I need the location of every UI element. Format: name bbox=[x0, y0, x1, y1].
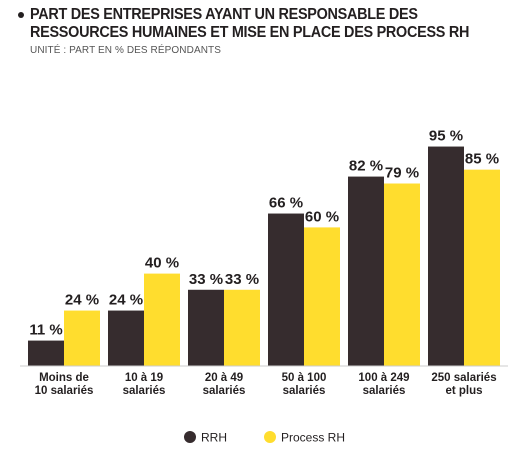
value-label-process-rh-1: 40 % bbox=[145, 255, 179, 272]
bar-process-rh-1 bbox=[144, 273, 180, 366]
bar-process-rh-4 bbox=[384, 183, 420, 366]
bar-process-rh-3 bbox=[304, 227, 340, 366]
legend-label-process-rh: Process RH bbox=[281, 431, 345, 445]
chart-title: PART DES ENTREPRISES AYANT UN RESPONSABL… bbox=[30, 6, 470, 41]
category-label-0-line-0: Moins de bbox=[39, 372, 89, 384]
bar-rrh-5 bbox=[428, 146, 464, 366]
bar-process-rh-5 bbox=[464, 169, 500, 366]
category-label-4-line-0: 100 à 249 bbox=[358, 372, 409, 384]
chart-subtitle: UNITÉ : PART EN % DES RÉPONDANTS bbox=[30, 45, 222, 56]
category-label-5-line-0: 250 salariés bbox=[431, 372, 496, 384]
category-label-5-line-1: et plus bbox=[445, 385, 482, 397]
bar-process-rh-0 bbox=[64, 310, 100, 366]
value-label-rrh-5: 95 % bbox=[429, 128, 463, 145]
bar-rrh-0 bbox=[28, 340, 64, 366]
bar-rrh-3 bbox=[268, 213, 304, 366]
bars-layer bbox=[28, 146, 500, 366]
category-label-3-line-1: salariés bbox=[283, 385, 326, 397]
category-label-1-line-1: salariés bbox=[123, 385, 166, 397]
category-label-2-line-1: salariés bbox=[203, 385, 246, 397]
value-labels: 11 %24 % 24 %40 %33 % 33 %66 %60 %82 % 79 %… bbox=[29, 128, 499, 339]
legend-swatch-process-rh bbox=[264, 431, 276, 443]
value-label-rrh-2: 33 % bbox=[189, 271, 223, 288]
bar-process-rh-2 bbox=[224, 289, 260, 366]
value-label-process-rh-4: 79 % bbox=[385, 165, 419, 182]
legend-label-rrh: RRH bbox=[201, 431, 227, 445]
value-label-rrh-1: 24 % bbox=[109, 292, 143, 309]
category-label-0-line-1: 10 salariés bbox=[35, 385, 94, 397]
bar-rrh-4 bbox=[348, 176, 384, 366]
category-label-4-line-1: salariés bbox=[363, 385, 406, 397]
title-bullet-icon bbox=[18, 12, 24, 18]
category-label-2-line-0: 20 à 49 bbox=[205, 372, 243, 384]
value-label-rrh-0: 11 % bbox=[29, 322, 62, 339]
value-label-process-rh-5: 85 % bbox=[465, 151, 499, 168]
value-label-process-rh-3: 60 % bbox=[305, 208, 339, 225]
category-label-3-line-0: 50 à 100 bbox=[282, 372, 327, 384]
value-label-rrh-3: 66 % bbox=[269, 195, 303, 212]
value-label-process-rh-0: 24 % bbox=[65, 292, 99, 309]
bar-rrh-1 bbox=[108, 310, 144, 366]
bar-rrh-2 bbox=[188, 289, 224, 366]
category-label-1-line-0: 10 à 19 bbox=[125, 372, 163, 384]
value-label-rrh-4: 82 % bbox=[349, 158, 383, 175]
value-label-process-rh-2: 33 % bbox=[225, 271, 259, 288]
legend: RRH Process RH bbox=[184, 431, 345, 445]
legend-swatch-rrh bbox=[184, 431, 196, 443]
